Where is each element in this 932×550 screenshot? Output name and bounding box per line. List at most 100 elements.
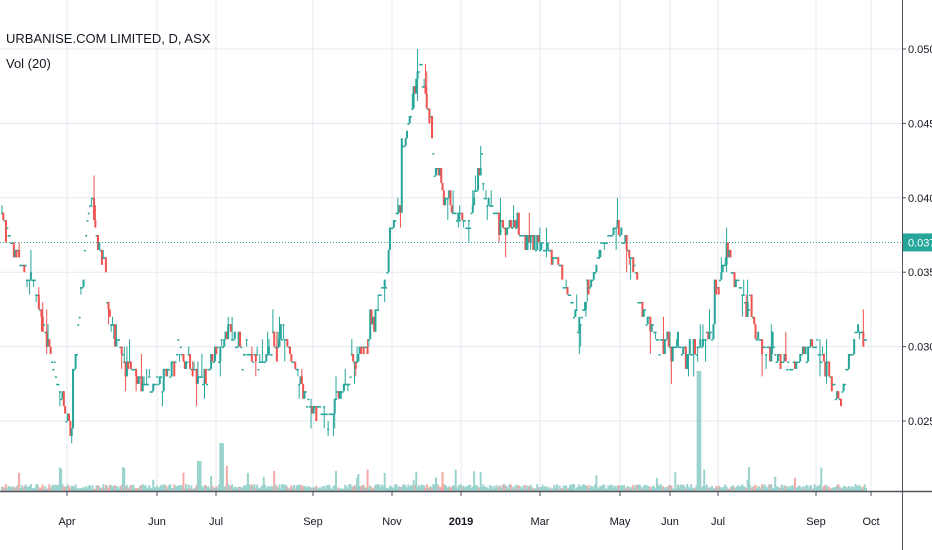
candle-body (391, 227, 394, 230)
volume-bar (123, 468, 126, 491)
volume-bar (57, 484, 60, 491)
candle-body (552, 257, 555, 259)
volume-bar (154, 487, 157, 491)
candle-body (484, 197, 487, 200)
volume-bar (716, 487, 719, 491)
volume-bar (444, 484, 447, 491)
candle-body (85, 235, 88, 237)
candle-body (686, 354, 689, 369)
volume-bar (208, 488, 211, 491)
volume-bar (629, 486, 632, 491)
volume-bar (753, 486, 756, 491)
volume-bar (722, 486, 725, 491)
candle-body (808, 346, 811, 349)
volume-bar (586, 486, 589, 491)
candle-body (619, 235, 622, 237)
volume-bar (692, 487, 695, 491)
candle-body (854, 331, 857, 334)
candle-body (171, 361, 174, 363)
volume-bar (49, 487, 52, 491)
candle-body (302, 383, 305, 399)
candle-body (158, 376, 161, 384)
candle-body (312, 406, 315, 414)
candle-body (223, 339, 226, 347)
volume-bar (248, 484, 251, 491)
volume-bar (164, 485, 167, 491)
candle-body (782, 361, 785, 363)
candle-body (482, 182, 485, 185)
volume-bar (795, 488, 798, 491)
candle-body (168, 368, 171, 371)
candle-body (232, 339, 235, 341)
volume-bar (8, 486, 11, 491)
candle-body (403, 145, 406, 148)
volume-bar (682, 484, 685, 491)
candle-body (747, 309, 750, 311)
volume-bar (77, 487, 80, 491)
volume-bar (317, 488, 320, 491)
volume-bar (821, 488, 824, 491)
volume-bar (805, 485, 808, 491)
volume-bar (658, 486, 661, 491)
volume-bar (830, 488, 833, 491)
volume-bar (733, 487, 736, 491)
volume-bar (609, 484, 612, 491)
chart-title: URBANISE.COM LIMITED, D, ASX (6, 31, 211, 46)
volume-bar (221, 443, 224, 491)
volume-bar (513, 488, 516, 491)
candle-body (174, 361, 177, 363)
candle-body (607, 235, 610, 237)
volume-bar (69, 487, 72, 491)
volume-bar (680, 485, 683, 491)
volume-bar (601, 484, 604, 491)
volume-bar (837, 484, 840, 491)
volume-bar (145, 487, 148, 491)
candle-body (850, 354, 853, 356)
candle-body (225, 331, 228, 340)
candle-body (720, 272, 723, 280)
volume-bar (719, 487, 722, 491)
volume-bar (833, 487, 836, 491)
candle-body (774, 354, 777, 356)
volume-bar (3, 488, 6, 491)
volume-bar (210, 475, 213, 491)
candle-body (613, 227, 616, 230)
volume-bar (796, 486, 799, 491)
candle-body (58, 391, 61, 393)
volume-bar (354, 485, 357, 491)
volume-bar (204, 485, 207, 491)
volume-bar (803, 488, 806, 491)
price-line-layer: 0.037 (0, 233, 932, 252)
candle-body (261, 361, 264, 363)
volume-bar (279, 488, 282, 491)
volume-bar (516, 485, 519, 491)
volume-bar (156, 485, 159, 491)
volume-bar (207, 486, 210, 491)
volume-bar (323, 486, 326, 491)
candle-body (475, 190, 478, 192)
candle-body (598, 257, 601, 259)
candle-body (704, 339, 707, 341)
candle-body (366, 346, 369, 355)
volume-bar (325, 485, 328, 491)
volume-bar (425, 484, 428, 491)
volume-bar (457, 485, 460, 491)
candle-body (549, 249, 552, 252)
volume-bar (82, 487, 85, 491)
volume-bar (486, 487, 489, 491)
candle-body (378, 294, 381, 297)
volume-bar (421, 485, 424, 491)
x-tick-label-2: Jul (209, 516, 223, 528)
candle-body (39, 309, 42, 311)
candle-body (68, 413, 71, 421)
candle-body (445, 197, 448, 200)
volume-bar (842, 485, 845, 491)
volume-bar (391, 487, 394, 491)
volume-bar (728, 488, 731, 491)
candle-body (102, 257, 105, 259)
volume-bar (579, 486, 582, 491)
volume-bar (99, 488, 102, 491)
volume-bar (577, 486, 579, 491)
volume-bar (822, 486, 825, 491)
candle-body (697, 346, 700, 349)
